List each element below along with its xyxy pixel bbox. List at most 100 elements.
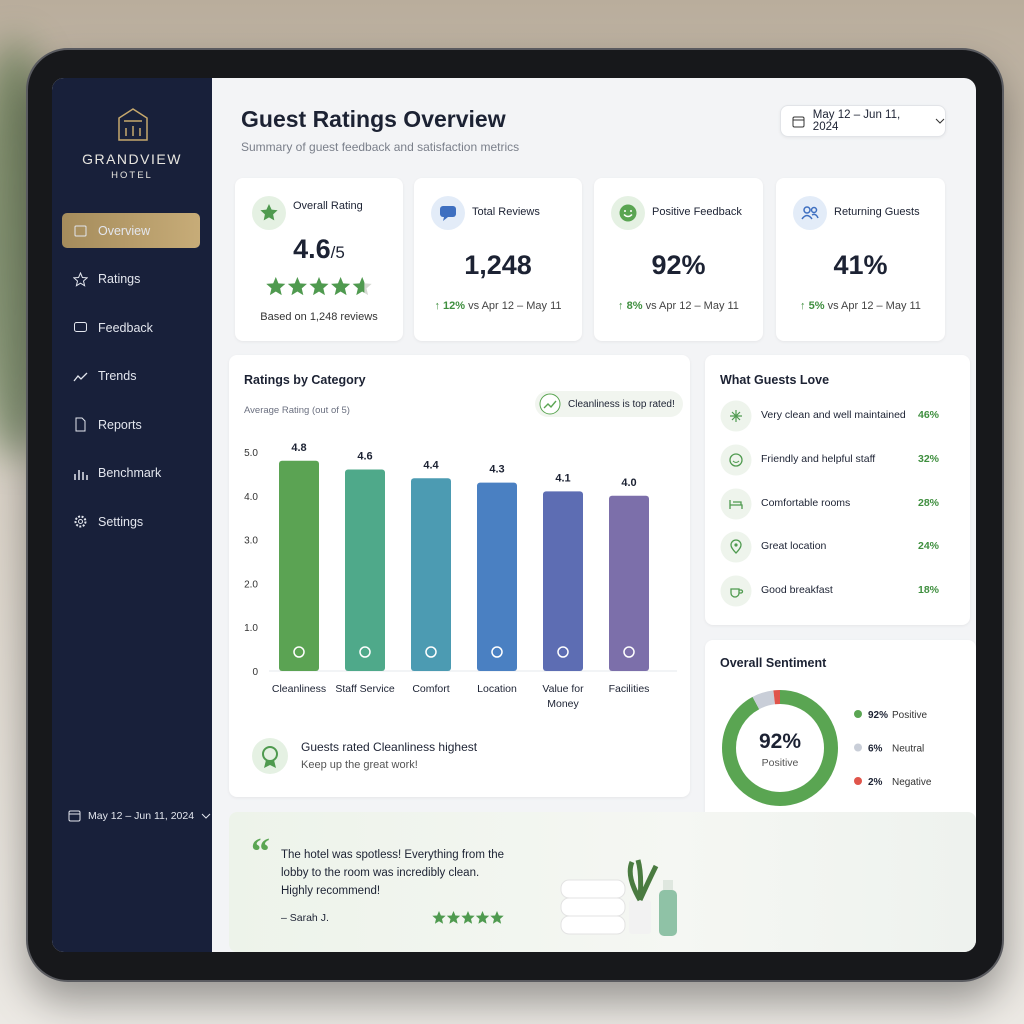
trend-icon	[539, 393, 561, 415]
nav-item[interactable]: Feedback	[62, 310, 200, 345]
legend-label: Positive	[892, 710, 927, 721]
x-tick-label: Cleanliness	[271, 683, 327, 695]
kpi-icon	[793, 196, 827, 230]
y-tick-label: 0	[252, 667, 258, 678]
calendar-icon	[68, 810, 81, 822]
value-label: 4.0	[621, 477, 636, 489]
bar	[345, 469, 385, 671]
love-value: 32%	[917, 452, 939, 465]
nav-label: Feedback	[98, 320, 153, 335]
star	[331, 277, 351, 296]
bar	[609, 495, 649, 671]
y-tick-label: 1.0	[244, 623, 258, 634]
award-icon	[252, 738, 288, 774]
nav-icon	[75, 417, 86, 432]
star	[287, 277, 307, 296]
kpi-value: 4.6/5	[235, 234, 403, 265]
nav-item[interactable]: Settings	[62, 504, 200, 539]
quote-star	[432, 911, 446, 924]
bar-icon	[359, 646, 371, 658]
footer-title: Guests rated Cleanliness highest	[301, 740, 478, 754]
nav-label: Overview	[98, 223, 151, 238]
nav-item[interactable]: Trends	[62, 359, 200, 394]
quote-author: – Sarah J.	[281, 912, 329, 924]
badge-text: Cleanliness is top rated!	[568, 398, 675, 410]
x-tick-label: Staff Service	[335, 683, 395, 695]
compare-text: vs Apr 12 – May 11	[645, 300, 739, 312]
nav-icon	[74, 322, 87, 332]
kpi-card: Overall Rating 4.6/5 Based on 1,248 revi…	[235, 178, 403, 341]
footer-text: Keep up the great work!	[301, 759, 418, 771]
bar	[477, 482, 517, 671]
love-value: 24%	[917, 540, 939, 553]
love-icon	[720, 575, 752, 607]
x-tick-label: Value for Money	[542, 683, 584, 710]
page-subtitle: Summary of guest feedback and satisfacti…	[241, 140, 520, 154]
nav-item[interactable]: Benchmark	[62, 456, 200, 491]
compare-text: vs Apr 12 – May 11	[468, 300, 562, 312]
love-value: 28%	[917, 496, 939, 509]
nav-item[interactable]: Reports	[62, 407, 200, 442]
donut-segment	[722, 690, 838, 806]
kpi-label: Positive Feedback	[652, 206, 742, 218]
y-tick-label: 3.0	[244, 536, 258, 547]
nav-label: Ratings	[98, 272, 141, 286]
nav-label: Reports	[98, 417, 142, 432]
value-label: 4.6	[357, 451, 372, 463]
star-fill	[266, 277, 365, 296]
quote-stars	[432, 911, 504, 924]
legend-value: 92%	[868, 710, 888, 721]
rating-stars	[266, 277, 372, 296]
kpi-card: Returning Guests 41% ↑ 5% vs Apr 12 – Ma…	[776, 178, 945, 341]
legend-label: Negative	[892, 777, 932, 788]
kpi-icon	[611, 196, 645, 230]
kpi-change: ↑ 12% vs Apr 12 – May 11	[414, 300, 582, 312]
compare-text: vs Apr 12 – May 11	[827, 300, 921, 312]
quote-mark: “	[251, 831, 270, 873]
quote-star	[446, 911, 461, 924]
legend-value: 6%	[868, 744, 883, 755]
nav-icon	[74, 469, 88, 480]
legend-label: Neutral	[892, 744, 924, 755]
love-value: 18%	[917, 584, 939, 597]
nav-icon	[73, 271, 88, 287]
donut-chart: 92% Positive 6% Neutral 2% Negative	[722, 690, 932, 806]
legend-dot	[854, 710, 862, 718]
chevron	[201, 813, 211, 819]
love-label: Great location	[761, 540, 827, 553]
date-range: May 12 – Jun 11, 2024	[812, 109, 901, 133]
kpi-icon	[252, 196, 286, 230]
nav-item[interactable]: Overview	[62, 213, 200, 248]
nav-label: Trends	[98, 369, 137, 383]
love-label: Comfortable rooms	[761, 496, 851, 509]
nav-item[interactable]: Ratings	[62, 262, 200, 297]
legend-dot	[854, 777, 862, 785]
x-tick-label: Location	[477, 683, 517, 695]
nav-icon	[74, 225, 87, 237]
decor-illustration	[560, 859, 677, 936]
kpi-card: Total Reviews 1,248 ↑ 12% vs Apr 12 – Ma…	[414, 178, 582, 341]
kpi-value: 41%	[833, 250, 888, 280]
love-icon	[720, 400, 752, 432]
ratings-card: 0 1.0 2.0 3.0 4.0 5.0 4.8 4.6 4.4 4.3 4.1 4.0 Ratin…	[229, 355, 690, 797]
change-value: ↑ 8%	[618, 300, 643, 312]
bar-chart: 0 1.0 2.0 3.0 4.0 5.0 4.8 4.6 4.4 4.3 4.1 4.0	[244, 442, 677, 678]
sidebar-date[interactable]: May 12 – Jun 11, 2024	[68, 809, 211, 822]
screen: GRANDVIEW HOTEL Overview Ratings Feedback T…	[52, 78, 976, 952]
y-tick-label: 2.0	[244, 579, 258, 590]
love-icon	[720, 444, 752, 476]
change-text: 5%	[808, 300, 825, 312]
nav-label: Settings	[98, 514, 144, 529]
value-label: 4.8	[291, 442, 306, 454]
star	[266, 277, 286, 296]
date-picker[interactable]: May 12 – Jun 11, 2024	[780, 105, 946, 137]
kpi-label: Overall Rating	[293, 200, 363, 212]
value-label: 4.3	[489, 464, 504, 476]
kpi-change: ↑ 5% vs Apr 12 – May 11	[776, 300, 945, 312]
value-label: 4.4	[423, 459, 439, 471]
quote-banner: “ The hotel was spotless! Everything fro…	[229, 812, 976, 952]
y-tick-label: 5.0	[244, 448, 258, 459]
logo-icon	[118, 108, 148, 141]
x-tick-label: Comfort	[412, 683, 450, 695]
